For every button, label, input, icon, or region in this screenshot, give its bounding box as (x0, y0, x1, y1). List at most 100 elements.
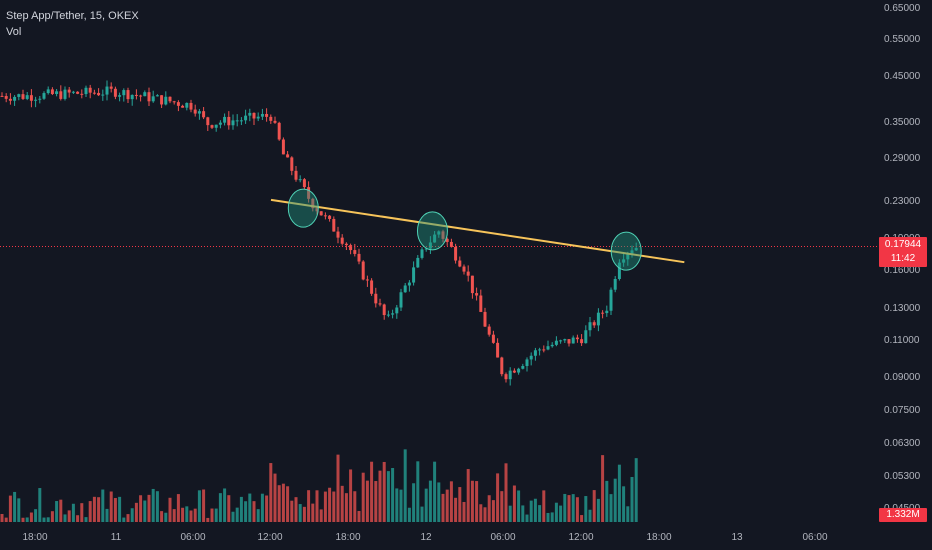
volume-bar (0, 513, 4, 522)
candle-body (349, 245, 353, 251)
volume-bar (101, 489, 105, 522)
volume-bar (617, 464, 621, 522)
candle-body (277, 122, 281, 140)
candle-body (248, 112, 252, 116)
price-axis-label: 0.45000 (884, 71, 921, 82)
candle-body (395, 307, 399, 314)
candle-body (428, 242, 432, 249)
volume-bar (38, 488, 42, 522)
volume-bar (571, 494, 575, 522)
touch-point-marker (287, 188, 319, 228)
candle-body (407, 282, 411, 286)
candle-body (416, 257, 420, 268)
candle-body (223, 116, 227, 123)
volume-bar (277, 485, 281, 522)
volume-bar (554, 502, 558, 522)
volume-bar (315, 490, 319, 522)
last-price-value: 0.17944 (884, 239, 922, 250)
volume-bar (92, 496, 96, 522)
volume-bar (59, 499, 63, 522)
candle-body (298, 179, 302, 181)
candle-body (567, 339, 571, 344)
candle-body (38, 98, 42, 100)
volume-bar (529, 500, 533, 522)
volume-bar (559, 505, 563, 522)
volume-bar (176, 494, 180, 522)
candle-body (605, 310, 609, 314)
candle-body (613, 278, 617, 290)
volume-bar (550, 512, 554, 522)
volume-bar (206, 517, 210, 522)
volume-bar (344, 493, 348, 522)
candle-body (88, 87, 92, 93)
touch-point-marker (416, 211, 448, 251)
volume-bar (231, 511, 235, 522)
volume-bar (88, 501, 92, 522)
volume-bar (256, 509, 260, 522)
volume-bar (17, 498, 21, 522)
candle-body (517, 368, 521, 373)
volume-bar (462, 501, 466, 522)
volume-bar (399, 489, 403, 522)
time-axis-label: 06:00 (180, 532, 205, 543)
candle-body (399, 292, 403, 308)
volume-bar (403, 449, 407, 522)
candle-body (487, 326, 491, 335)
time-axis-label: 18:00 (335, 532, 360, 543)
candle-body (50, 89, 54, 95)
price-axis-label: 0.55000 (884, 34, 921, 45)
volume-bar (34, 509, 38, 522)
candle-body (412, 267, 416, 283)
volume-bar (487, 495, 491, 522)
volume-bar (21, 517, 25, 522)
candle-body (424, 248, 428, 250)
candle-body (281, 139, 285, 155)
candle-body (265, 113, 269, 117)
volume-bar (55, 501, 59, 522)
volume-bar (109, 491, 113, 522)
price-axis-label: 0.65000 (884, 3, 921, 14)
volume-indicator-label[interactable]: Vol (6, 26, 22, 38)
symbol-title[interactable]: Step App/Tether, 15, OKEX (6, 10, 139, 22)
volume-bar (382, 461, 386, 522)
candle-body (80, 93, 84, 95)
candle-body (260, 113, 264, 117)
volume-bar (424, 488, 428, 522)
chart-legend: Step App/Tether, 15, OKEX Vol (6, 8, 139, 40)
candle-body (109, 86, 113, 89)
volume-bar (479, 504, 483, 522)
candle-body (626, 253, 630, 260)
volume-bar (605, 480, 609, 522)
volume-bar (416, 461, 420, 522)
candle-body (357, 253, 361, 262)
candle-body (193, 109, 197, 114)
volume-bar (349, 469, 353, 522)
volume-bar (512, 485, 516, 522)
candle-body (344, 243, 348, 246)
candle-body (210, 125, 214, 128)
candle-body (479, 295, 483, 312)
volume-bar (601, 455, 605, 522)
candle-body (197, 111, 201, 114)
volume-bar (395, 488, 399, 522)
candle-body (294, 170, 298, 180)
volume-bar (151, 488, 155, 522)
touch-point-marker (610, 231, 642, 271)
volume-bar (428, 480, 432, 522)
volume-bar (185, 506, 189, 522)
volume-bar (122, 517, 126, 522)
candle-body (500, 357, 504, 375)
volume-bar (391, 468, 395, 522)
volume-bar (546, 512, 550, 522)
candle-body (147, 92, 151, 102)
volume-bar (134, 502, 138, 522)
candle-body (441, 231, 445, 239)
volume-bar (210, 508, 214, 522)
volume-bar (370, 461, 374, 522)
price-axis-label: 0.05300 (884, 471, 921, 482)
volume-bar (113, 498, 117, 522)
volume-bar (227, 495, 231, 522)
volume-bar (29, 512, 33, 522)
